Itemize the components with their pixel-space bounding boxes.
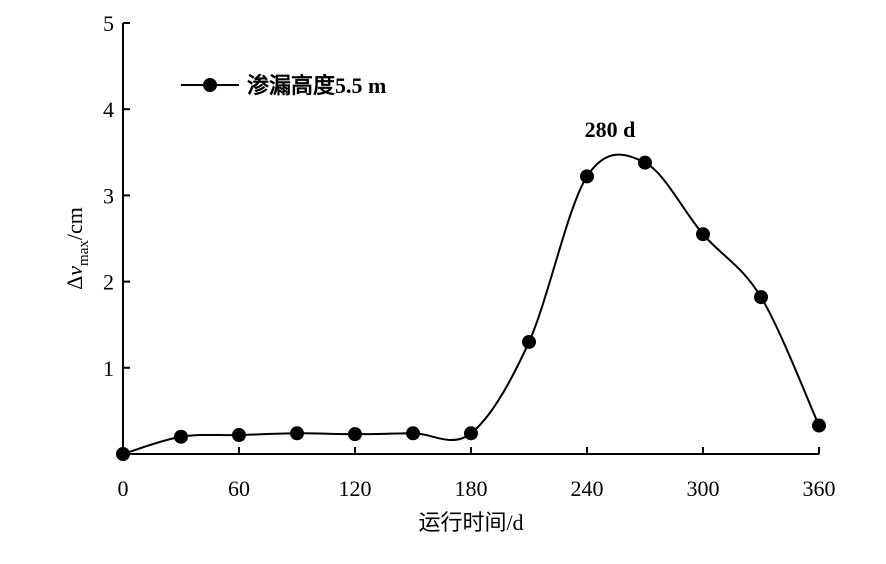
x-tick-label: 240 — [571, 476, 604, 501]
series-line — [122, 153, 820, 455]
data-point — [754, 290, 768, 305]
y-axis-label: Δvmax/cm — [62, 207, 92, 290]
data-point — [116, 447, 130, 461]
x-axis-label: 运行时间/d — [418, 510, 523, 535]
y-axis-label-var: v — [62, 266, 87, 276]
data-point — [522, 334, 536, 349]
y-axis-label-sub: max — [76, 240, 92, 266]
chart-axes — [122, 23, 819, 455]
legend-label: 渗漏高度5.5 m — [247, 73, 386, 98]
x-tick-label: 0 — [118, 476, 129, 501]
series-points — [116, 155, 826, 461]
y-tick-label: 4 — [103, 97, 114, 122]
data-point — [812, 418, 826, 433]
y-tick-label: 5 — [103, 11, 114, 36]
data-point — [174, 429, 188, 444]
x-tick-label: 120 — [339, 476, 372, 501]
x-tick-label: 300 — [687, 476, 720, 501]
peak-annotation: 280 d — [585, 117, 636, 142]
data-point — [290, 426, 304, 441]
y-tick-label: 2 — [103, 270, 114, 295]
y-tick-label: 1 — [103, 356, 114, 381]
x-tick-label: 180 — [455, 476, 488, 501]
data-point — [406, 426, 420, 441]
data-point — [638, 155, 652, 170]
x-tick-label: 60 — [228, 476, 250, 501]
x-tick-label: 360 — [803, 476, 836, 501]
legend: 渗漏高度5.5 m — [181, 73, 386, 98]
data-point — [464, 426, 478, 441]
data-point — [348, 427, 362, 442]
data-point — [232, 428, 246, 443]
y-axis-label-delta: Δ — [62, 276, 87, 290]
data-point — [696, 227, 710, 242]
data-point — [580, 169, 594, 184]
chart-ticks: 0 60 120 180 240 300 360 1 2 3 4 5 — [103, 11, 836, 501]
y-tick-label: 3 — [103, 183, 114, 208]
legend-marker — [203, 78, 217, 92]
y-axis-label-unit: /cm — [62, 207, 87, 240]
